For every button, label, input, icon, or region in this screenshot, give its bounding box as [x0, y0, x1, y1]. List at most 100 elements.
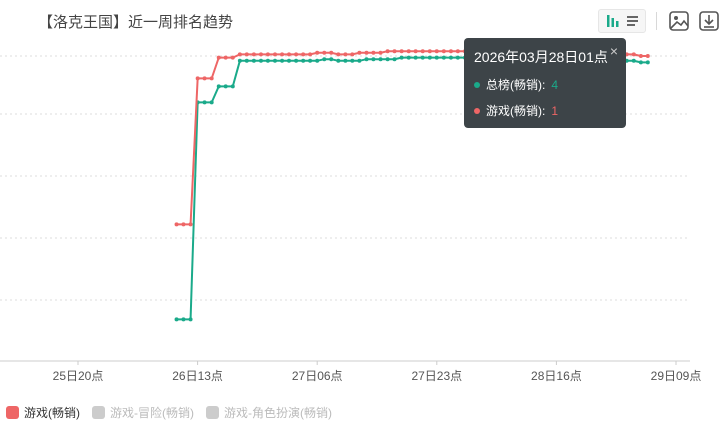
data-point	[294, 58, 299, 63]
data-point	[237, 52, 242, 57]
data-point	[322, 50, 327, 55]
data-point	[216, 55, 221, 60]
data-point	[244, 58, 249, 63]
data-point	[280, 58, 285, 63]
image-icon[interactable]	[668, 10, 690, 32]
list-icon	[627, 16, 638, 26]
data-point	[174, 317, 179, 322]
data-point	[258, 52, 263, 57]
legend-item[interactable]: 游戏-角色扮演(畅销)	[206, 404, 332, 421]
x-tick-label: 27日06点	[292, 369, 343, 383]
data-point	[301, 52, 306, 57]
data-point	[406, 55, 411, 60]
data-point	[385, 57, 390, 62]
data-point	[378, 57, 383, 62]
data-point	[638, 54, 643, 58]
x-tick-label: 28日16点	[531, 369, 582, 383]
data-point	[448, 55, 453, 60]
data-point	[385, 49, 390, 54]
data-point	[413, 49, 418, 54]
legend-swatch	[206, 406, 219, 419]
data-point	[371, 50, 376, 55]
x-tick-label: 29日09点	[651, 369, 702, 383]
data-point	[181, 317, 186, 322]
data-point	[434, 49, 439, 54]
data-point	[322, 57, 327, 62]
legend-swatch	[92, 406, 105, 419]
data-point	[258, 58, 263, 63]
data-point	[280, 52, 285, 57]
data-point	[631, 58, 636, 63]
x-tick-label: 26日13点	[172, 369, 223, 383]
data-point	[308, 52, 313, 57]
close-icon[interactable]: ×	[609, 43, 618, 59]
save-image-button[interactable]	[666, 8, 692, 34]
legend-label: 游戏(畅销)	[24, 406, 80, 420]
data-point	[336, 58, 341, 63]
data-point	[631, 52, 636, 57]
x-tick-label: 27日23点	[411, 369, 462, 383]
data-point	[329, 57, 334, 62]
toolbar-divider	[656, 12, 657, 30]
data-point	[413, 55, 418, 60]
legend-item[interactable]: 游戏(畅销)	[6, 404, 80, 421]
data-point	[265, 58, 270, 63]
data-point	[455, 55, 460, 60]
data-point	[251, 52, 256, 57]
tooltip-row-label: 游戏(畅销):	[486, 104, 546, 118]
data-point	[202, 76, 207, 81]
data-point	[251, 58, 256, 63]
data-point	[364, 57, 369, 62]
data-point	[638, 60, 643, 65]
data-point	[202, 100, 207, 105]
data-point	[406, 49, 411, 54]
download-icon[interactable]	[698, 10, 720, 32]
data-point	[399, 49, 404, 54]
data-point	[315, 50, 320, 55]
data-point	[272, 58, 277, 63]
legend-item[interactable]: 游戏-冒险(畅销)	[92, 404, 194, 421]
data-point	[181, 222, 186, 227]
data-point	[301, 58, 306, 63]
series-dot	[474, 81, 480, 88]
data-point	[216, 84, 221, 89]
download-button[interactable]	[696, 8, 720, 34]
data-point	[378, 50, 383, 55]
chart-view-toggle[interactable]	[598, 9, 646, 33]
data-point	[230, 55, 235, 60]
data-point	[371, 57, 376, 62]
tooltip-row-value: 4	[551, 77, 559, 92]
data-point	[343, 52, 348, 57]
data-point	[223, 84, 228, 89]
tooltip-row: 游戏(畅销): 1	[474, 102, 626, 119]
tooltip-row-value: 1	[551, 103, 559, 118]
data-point	[287, 58, 292, 63]
data-point	[265, 52, 270, 57]
data-point	[209, 76, 214, 81]
data-point	[350, 52, 355, 57]
data-point	[455, 49, 460, 54]
data-point	[223, 55, 228, 60]
data-point	[399, 55, 404, 60]
data-point	[294, 52, 299, 57]
data-point	[329, 50, 334, 55]
data-point	[287, 52, 292, 57]
legend-label: 游戏-角色扮演(畅销)	[224, 406, 332, 420]
data-point	[357, 50, 362, 55]
data-point	[315, 58, 320, 63]
data-point	[392, 57, 397, 62]
data-point	[272, 52, 277, 57]
data-point	[392, 49, 397, 54]
chart-title: 【洛克王国】近一周排名趋势	[38, 14, 234, 31]
data-point	[188, 317, 193, 322]
data-point	[343, 58, 348, 63]
data-point	[434, 55, 439, 60]
tooltip-row-label: 总榜(畅销):	[486, 78, 546, 92]
legend-label: 游戏-冒险(畅销)	[110, 406, 194, 420]
legend-swatch	[6, 406, 19, 419]
x-tick-label: 25日20点	[53, 369, 104, 383]
data-point	[427, 49, 432, 54]
bar-chart-icon[interactable]	[600, 11, 644, 31]
data-point	[420, 49, 425, 54]
data-point	[427, 55, 432, 60]
